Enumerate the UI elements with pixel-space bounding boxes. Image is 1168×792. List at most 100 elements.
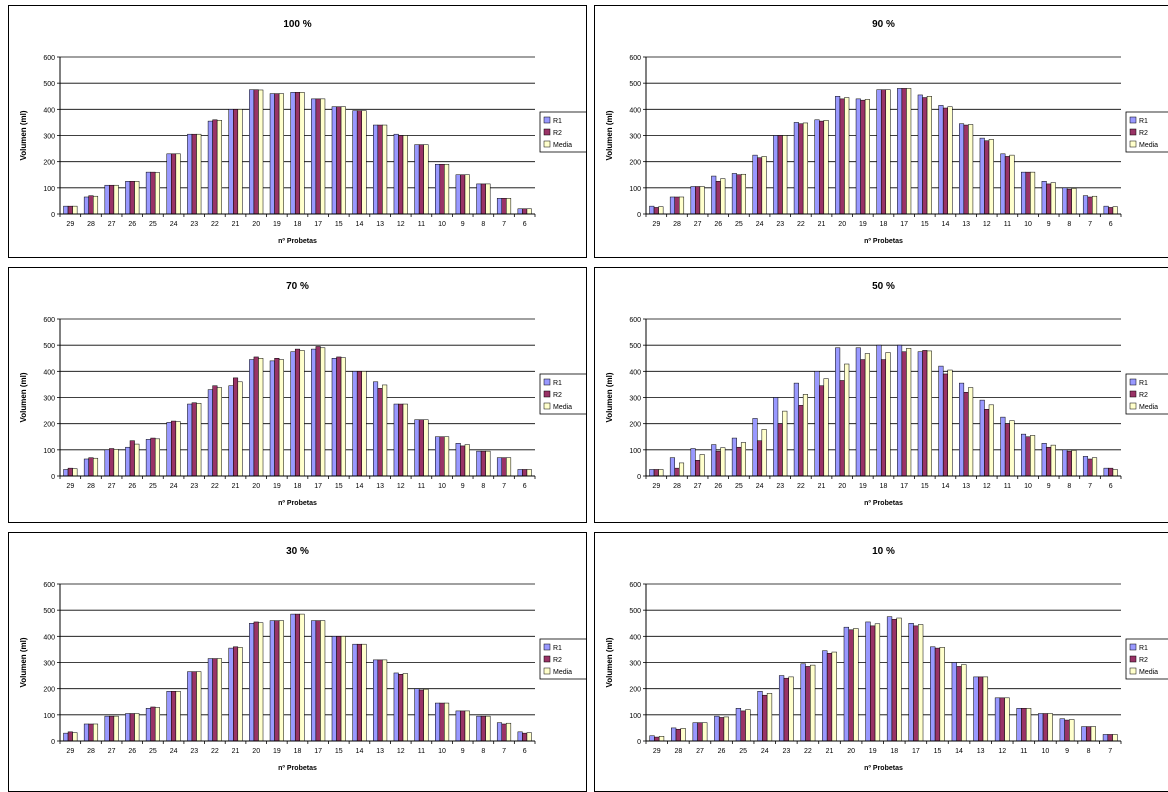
x-axis-label: nº Probetas: [278, 500, 317, 507]
bar-r2-14: [356, 110, 362, 215]
bar-r2-22: [798, 123, 804, 215]
bar-r1-12: [393, 403, 399, 477]
x-tick-label: 22: [797, 483, 805, 490]
x-tick-label: 9: [1065, 748, 1069, 755]
bar-r2-13: [978, 676, 984, 742]
bar-r1-22: [207, 658, 213, 742]
bar-media-18: [299, 350, 305, 477]
y-tick-label: 0: [51, 474, 55, 481]
x-tick-label: 17: [314, 748, 322, 755]
x-tick-label: 6: [523, 748, 527, 755]
legend-label-r2: R2: [553, 392, 562, 399]
x-tick-label: 19: [859, 483, 867, 490]
legend-label-r1: R1: [553, 380, 562, 387]
bar-media-22: [802, 394, 808, 477]
x-tick-label: 27: [108, 748, 116, 755]
bar-r2-10: [439, 164, 445, 215]
bar-media-25: [745, 709, 751, 742]
y-tick-label: 300: [43, 134, 55, 141]
bar-r2-26: [715, 181, 721, 215]
bar-r1-15: [930, 646, 936, 742]
x-tick-label: 20: [252, 221, 260, 228]
bar-r2-27: [109, 184, 115, 215]
bar-media-7: [1092, 457, 1098, 477]
y-tick-label: 200: [629, 422, 641, 429]
x-tick-label: 15: [921, 221, 929, 228]
x-tick-label: 22: [797, 221, 805, 228]
legend-swatch-media: [1129, 667, 1137, 675]
bar-r1-26: [125, 713, 131, 742]
bar-media-29: [658, 206, 664, 215]
x-tick-label: 24: [170, 483, 178, 490]
bar-r2-18: [294, 92, 301, 215]
bar-r1-17: [311, 98, 317, 215]
legend-swatch-r2: [543, 655, 551, 663]
bar-r2-15: [336, 356, 342, 477]
x-tick-label: 25: [149, 483, 157, 490]
chart-svg-5: 10 % Volumen (ml) 0 100 200 300 400 500 600 29 28 2…: [605, 546, 1168, 772]
bar-r2-22: [805, 666, 811, 742]
x-tick-label: 14: [356, 483, 364, 490]
x-tick-label: 12: [983, 221, 991, 228]
bar-media-14: [947, 369, 953, 477]
bar-r2-28: [675, 728, 682, 742]
bar-r1-26: [125, 446, 131, 477]
y-tick-label: 400: [43, 107, 55, 114]
bar-media-25: [740, 173, 747, 215]
bar-media-29: [72, 205, 78, 215]
bar-r2-28: [674, 196, 680, 215]
bar-r1-29: [63, 205, 69, 215]
bar-r1-19: [865, 621, 871, 742]
bar-r1-18: [290, 92, 296, 215]
x-tick-label: 25: [735, 221, 743, 228]
legend-swatch-r2: [543, 390, 551, 398]
bar-r2-11: [1004, 156, 1010, 215]
x-tick-label: 8: [1067, 483, 1071, 490]
bar-r2-23: [191, 671, 197, 742]
x-tick-label: 9: [461, 221, 465, 228]
bar-media-24: [761, 429, 767, 477]
x-tick-label: 18: [294, 483, 302, 490]
bar-media-27: [113, 715, 119, 742]
bar-r1-10: [435, 164, 441, 215]
x-tick-label: 12: [998, 748, 1006, 755]
bar-r2-29: [67, 205, 73, 215]
bar-r1-15: [331, 106, 337, 215]
bar-r1-27: [690, 448, 696, 477]
legend-swatch-media: [1129, 402, 1137, 410]
bar-r1-25: [731, 173, 737, 215]
bar-r1-28: [671, 727, 677, 742]
bar-media-9: [1069, 719, 1075, 742]
bar-media-21: [237, 381, 243, 477]
bar-r2-6: [1108, 207, 1114, 215]
bar-r1-7: [1102, 734, 1109, 742]
x-tick-label: 9: [1047, 221, 1051, 228]
bar-r1-6: [517, 469, 523, 477]
bar-media-23: [196, 671, 202, 742]
x-tick-label: 9: [461, 483, 465, 490]
x-tick-label: 8: [481, 221, 485, 228]
bar-r1-25: [145, 708, 151, 742]
bar-r2-17: [315, 346, 321, 477]
bar-r1-6: [517, 208, 523, 215]
bar-r1-14: [938, 105, 944, 215]
x-tick-label: 28: [87, 748, 95, 755]
bar-r2-8: [1085, 726, 1092, 742]
y-axis-label: Volumen (ml): [605, 372, 614, 422]
bar-r1-24: [752, 418, 758, 477]
bar-r1-22: [800, 663, 806, 742]
bar-media-23: [196, 133, 202, 215]
bar-media-10: [1047, 713, 1053, 742]
chart-svg-1: 90 % Volumen (ml) 0 100 200 300 400 500 600 29 28 2…: [605, 19, 1168, 245]
bar-r1-14: [352, 371, 358, 477]
bar-r2-20: [839, 98, 845, 215]
bar-media-8: [1090, 726, 1096, 742]
legend-swatch-r1: [1129, 378, 1137, 386]
bar-r2-29: [653, 469, 659, 477]
bar-r1-21: [228, 647, 234, 742]
bar-r2-28: [88, 457, 94, 477]
bar-media-28: [679, 196, 685, 215]
bar-media-25: [154, 172, 161, 215]
x-tick-label: 7: [502, 483, 506, 490]
y-tick-label: 600: [629, 582, 641, 589]
